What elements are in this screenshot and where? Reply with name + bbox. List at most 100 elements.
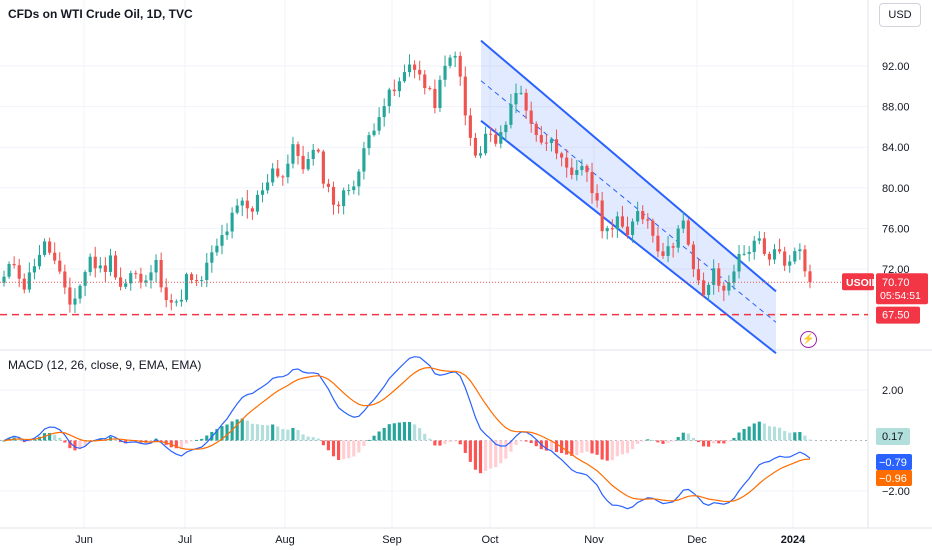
candle-body — [539, 135, 543, 143]
candle-body — [139, 273, 143, 283]
time-tick-label: Dec — [687, 534, 707, 546]
candle-body — [681, 220, 685, 229]
macd-histogram-bar — [321, 440, 325, 446]
candle-body — [377, 117, 381, 131]
macd-histogram-bar — [73, 440, 77, 451]
macd-histogram-bar — [48, 433, 52, 441]
time-tick-label: Jul — [178, 534, 192, 546]
macd-histogram-bar — [656, 440, 660, 443]
price-tag — [876, 273, 928, 305]
candle-body — [154, 259, 158, 273]
macd-histogram-bar — [306, 436, 310, 441]
macd-histogram-bar — [737, 432, 741, 441]
candle-body — [215, 245, 219, 253]
candle-body — [179, 299, 183, 302]
candle-body — [17, 265, 21, 279]
macd-histogram-bar — [605, 440, 609, 461]
macd-histogram-bar — [788, 432, 792, 441]
macd-histogram-bar — [377, 431, 381, 441]
candle-body — [580, 165, 584, 171]
candle-body — [352, 186, 356, 191]
macd-histogram-bar — [98, 438, 102, 441]
candle-body — [407, 64, 412, 73]
candle-body — [235, 205, 239, 213]
candle-body — [620, 216, 625, 227]
macd-histogram-bar — [696, 440, 701, 443]
macd-histogram-bar — [580, 440, 584, 453]
candle-body — [108, 255, 113, 272]
candle-body — [372, 130, 376, 136]
candle-body — [788, 261, 792, 266]
candle-body — [37, 254, 42, 267]
macd-histogram-bar — [347, 440, 351, 459]
symbol-tag-label: USOIL — [846, 277, 879, 289]
candle-body — [316, 149, 320, 152]
candle-body — [691, 244, 695, 270]
candle-body — [494, 134, 498, 144]
candle-body — [382, 106, 386, 118]
macd-histogram-bar — [717, 440, 721, 444]
candle-body — [311, 149, 315, 160]
macd-histogram-bar — [2, 440, 6, 442]
current-price-label: 70.70 — [882, 277, 910, 289]
candle-body — [793, 251, 797, 262]
candle-body — [144, 280, 148, 283]
candle-body — [245, 200, 249, 209]
macd-histogram-bar — [489, 440, 493, 469]
macd-histogram-bar — [286, 429, 290, 441]
macd-histogram-bar — [245, 420, 249, 441]
candle-body — [712, 268, 716, 285]
candle-body — [129, 273, 133, 284]
candle-body — [392, 89, 396, 92]
candle-body — [478, 153, 483, 156]
candle-body — [489, 133, 493, 135]
candle-body — [184, 274, 189, 300]
candle-body — [2, 276, 6, 283]
macd-histogram-bar — [255, 424, 260, 441]
candle-body — [276, 168, 280, 177]
histogram-value-label: 0.17 — [882, 431, 903, 443]
macd-histogram-bar — [478, 440, 483, 474]
macd-histogram-bar — [352, 440, 356, 457]
candle-body — [103, 265, 107, 272]
candle-body — [458, 55, 462, 77]
macd-histogram-bar — [357, 440, 361, 453]
signal-tag — [876, 470, 912, 486]
macd-histogram-bar — [438, 440, 442, 446]
macd-histogram-bar — [367, 439, 371, 441]
macd-histogram-bar — [615, 440, 619, 457]
macd-histogram-bar — [666, 440, 670, 443]
candle-body — [326, 183, 330, 187]
macd-histogram-bar — [509, 440, 513, 452]
signal-line — [3, 366, 811, 503]
candle-body — [595, 193, 599, 201]
macd-histogram-bar — [58, 437, 62, 441]
countdown-label: 05:54:51 — [880, 290, 921, 302]
candle-body — [636, 211, 640, 222]
candle-body — [73, 298, 77, 305]
macd-histogram-bar — [742, 428, 746, 441]
macd-histogram-bar — [504, 440, 508, 459]
macd-histogram-bar — [443, 440, 447, 444]
support-tag — [876, 306, 920, 324]
lightning-icon[interactable]: ⚡ — [800, 331, 817, 348]
candle-body — [524, 92, 528, 111]
macd-histogram-bar — [494, 440, 498, 468]
candle-body — [331, 186, 336, 205]
macd-histogram-bar — [230, 421, 234, 441]
macd-histogram-bar — [565, 440, 569, 455]
macd-histogram-bar — [631, 440, 635, 450]
macd-indicator-label[interactable]: MACD (12, 26, close, 9, EMA, EMA) — [8, 358, 202, 372]
currency-button[interactable]: USD — [879, 3, 921, 27]
macd-histogram-bar — [529, 440, 533, 444]
candle-body — [625, 226, 630, 235]
macd-histogram-bar — [732, 437, 736, 441]
macd-histogram-bar — [362, 440, 366, 446]
macd-histogram-bar — [27, 440, 31, 442]
candle-body — [499, 132, 503, 144]
candle-body — [428, 88, 432, 90]
candle-body — [772, 249, 777, 260]
price-tick-label: 76.00 — [882, 223, 910, 235]
candle-body — [438, 79, 442, 108]
